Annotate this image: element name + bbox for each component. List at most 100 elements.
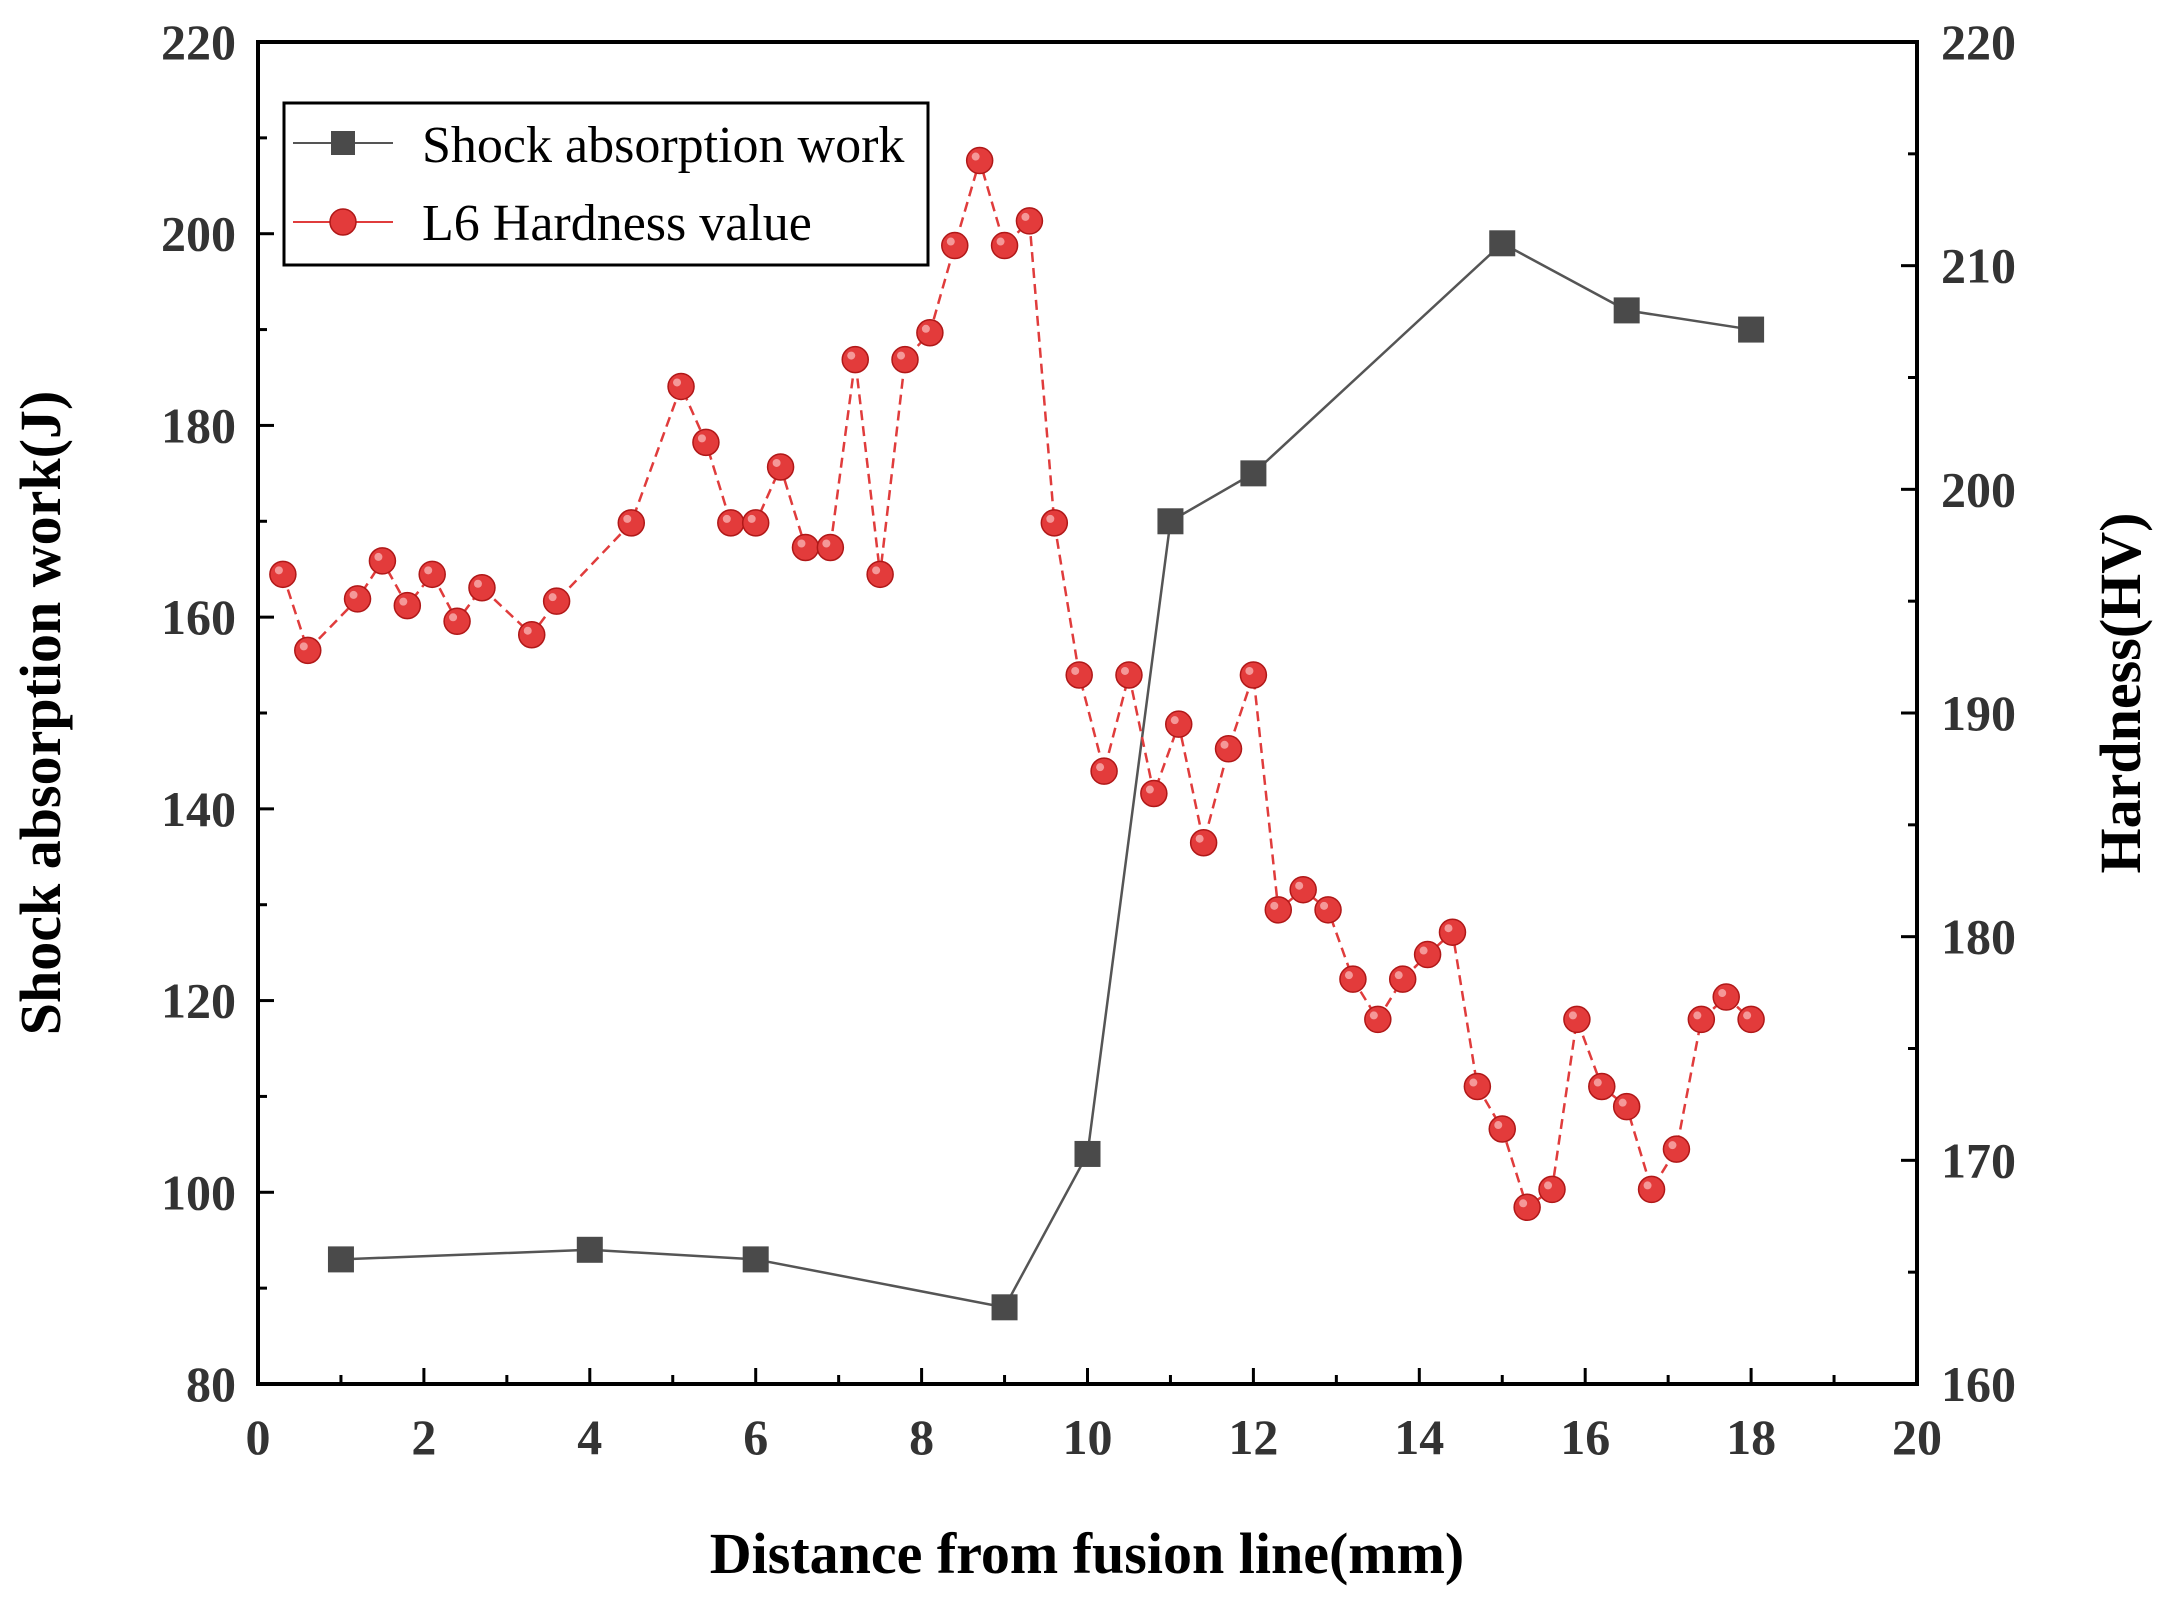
ticks: 0 2 4 6 8 10 12 14 16 18 20 80 100 120 140 160 180 200 220… — [161, 14, 2016, 1465]
point-hardness-highlight — [473, 579, 482, 588]
point-hardness-highlight — [1021, 212, 1030, 221]
point-hardness-highlight — [847, 351, 856, 360]
legend-label-hardness: L6 Hardness value — [422, 195, 812, 252]
x-tick-label: 18 — [1726, 1409, 1776, 1465]
point-hardness-highlight — [1046, 514, 1055, 523]
point-hardness-highlight — [1195, 834, 1204, 843]
point-hardness-highlight — [449, 613, 458, 622]
point-hardness — [1140, 779, 1168, 808]
point-hardness-highlight — [772, 458, 781, 467]
x-tick-label: 20 — [1892, 1409, 1942, 1465]
point-hardness — [1588, 1072, 1616, 1101]
point-hardness-highlight — [1394, 971, 1403, 980]
point-hardness — [1115, 661, 1143, 689]
point-hardness — [468, 573, 496, 602]
y-left-tick-label: 220 — [161, 14, 236, 70]
point-hardness-highlight — [1096, 763, 1105, 772]
point-hardness-highlight — [399, 597, 408, 606]
point-hardness — [1488, 1115, 1516, 1143]
series-line-hardness — [281, 156, 1752, 1210]
point-hardness — [1612, 1092, 1641, 1121]
point-hardness — [1214, 735, 1243, 763]
point-hardness-highlight — [1071, 666, 1080, 675]
point-hardness — [269, 560, 297, 589]
point-hardness — [1563, 1005, 1591, 1034]
point-hardness — [368, 547, 397, 575]
point-hardness — [542, 587, 571, 615]
point-hardness-highlight — [1344, 971, 1353, 980]
point-hardness-highlight — [1320, 901, 1329, 910]
point-hardness-highlight — [1743, 1011, 1752, 1020]
point-shock — [1240, 460, 1267, 487]
point-hardness — [1538, 1175, 1566, 1204]
point-hardness-highlight — [822, 539, 831, 548]
point-hardness — [766, 453, 795, 481]
y-left-axis-title: Shock absorption work(J) — [8, 391, 73, 1036]
point-hardness — [393, 591, 422, 620]
point-hardness — [1289, 875, 1317, 904]
point-hardness-highlight — [523, 626, 532, 635]
point-hardness-highlight — [1270, 901, 1279, 910]
point-hardness-highlight — [797, 539, 806, 548]
point-hardness — [1314, 896, 1342, 924]
point-hardness — [866, 560, 894, 589]
point-hardness — [1189, 828, 1218, 857]
x-tick-label: 10 — [1063, 1409, 1113, 1465]
x-axis-title: Distance from fusion line(mm) — [710, 1521, 1464, 1586]
x-tick-label: 4 — [577, 1409, 602, 1465]
point-hardness-highlight — [1120, 666, 1129, 675]
y-right-tick-label: 160 — [1941, 1356, 2016, 1412]
point-hardness — [1712, 983, 1740, 1011]
point-hardness-highlight — [897, 351, 906, 360]
x-tick-label: 14 — [1394, 1409, 1444, 1465]
point-hardness-highlight — [274, 566, 283, 575]
y-left-tick-label: 180 — [161, 397, 236, 453]
point-hardness — [1388, 965, 1417, 993]
y-right-tick-label: 210 — [1941, 238, 2016, 294]
x-tick-label: 2 — [411, 1409, 436, 1465]
point-hardness — [1364, 1005, 1392, 1034]
point-hardness-highlight — [623, 514, 632, 523]
point-hardness-highlight — [548, 593, 557, 602]
x-tick-label: 16 — [1560, 1409, 1610, 1465]
point-hardness-highlight — [1718, 989, 1727, 998]
point-hardness-highlight — [1544, 1181, 1553, 1190]
point-hardness-highlight — [946, 237, 955, 246]
point-shock — [991, 1294, 1018, 1321]
point-hardness — [443, 607, 471, 636]
x-tick-label: 12 — [1228, 1409, 1278, 1465]
point-hardness — [941, 231, 969, 260]
point-hardness-highlight — [872, 566, 881, 575]
point-hardness — [816, 533, 845, 562]
point-hardness-highlight — [1145, 785, 1154, 794]
point-shock — [1489, 230, 1516, 257]
point-hardness — [1264, 896, 1293, 924]
point-shock — [327, 1246, 354, 1273]
legend-label-shock: Shock absorption work — [422, 117, 904, 174]
point-hardness-highlight — [1593, 1078, 1602, 1087]
point-hardness-highlight — [971, 152, 980, 161]
y-right-tick-label: 220 — [1941, 14, 2016, 70]
y-left-tick-label: 120 — [161, 973, 236, 1029]
legend-box — [282, 101, 930, 267]
point-hardness-highlight — [1494, 1121, 1503, 1130]
legend-marker-shock — [331, 131, 355, 155]
y-right-tick-label: 190 — [1941, 685, 2016, 741]
point-hardness — [1637, 1175, 1666, 1204]
point-hardness — [1065, 661, 1093, 689]
point-hardness — [791, 533, 820, 562]
point-hardness — [692, 428, 720, 457]
point-hardness-highlight — [1643, 1181, 1652, 1190]
point-hardness-highlight — [921, 324, 930, 333]
point-hardness — [1463, 1072, 1492, 1101]
point-hardness — [1339, 965, 1367, 993]
y-right-axis-title: Hardness(HV) — [2088, 513, 2153, 874]
point-shock — [576, 1236, 603, 1263]
point-hardness — [343, 585, 372, 613]
y-right-tick-label: 180 — [1941, 909, 2016, 965]
point-hardness — [891, 345, 919, 374]
point-hardness — [294, 636, 322, 665]
point-shock — [1738, 316, 1765, 343]
point-hardness-highlight — [697, 434, 706, 443]
point-hardness — [1015, 207, 1044, 235]
